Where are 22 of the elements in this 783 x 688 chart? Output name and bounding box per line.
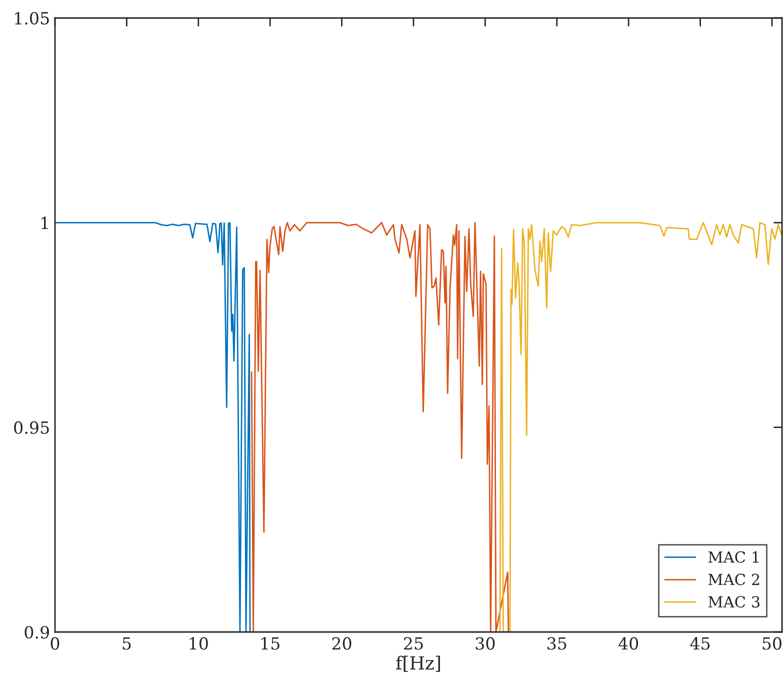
line-series [250, 222, 510, 632]
x-tick-label: 45 [690, 637, 710, 650]
line-series [55, 222, 251, 632]
line-series [499, 222, 782, 632]
y-tick-label: 0.9 [24, 626, 50, 639]
x-tick-label: 0 [50, 637, 60, 650]
x-tick-label: 40 [618, 637, 638, 650]
x-tick-label: 30 [476, 637, 495, 650]
y-tick-label: 1 [42, 216, 48, 229]
legend-label: MAC 1 [708, 551, 758, 563]
x-axis-title: f[Hz] [396, 656, 440, 672]
legend-label: MAC 3 [708, 596, 760, 608]
x-tick-label: 15 [262, 637, 280, 650]
x-tick-label: 35 [548, 637, 566, 650]
y-tick-label: 0.95 [14, 421, 49, 434]
x-tick-label: 50 [762, 637, 782, 650]
x-tick-label: 10 [190, 637, 208, 650]
x-tick-label: 20 [332, 637, 352, 650]
y-tick-label: 1.05 [15, 12, 49, 25]
x-tick-label: 25 [404, 637, 423, 650]
x-tick-label: 5 [122, 637, 131, 650]
legend-label: MAC 2 [708, 574, 760, 586]
